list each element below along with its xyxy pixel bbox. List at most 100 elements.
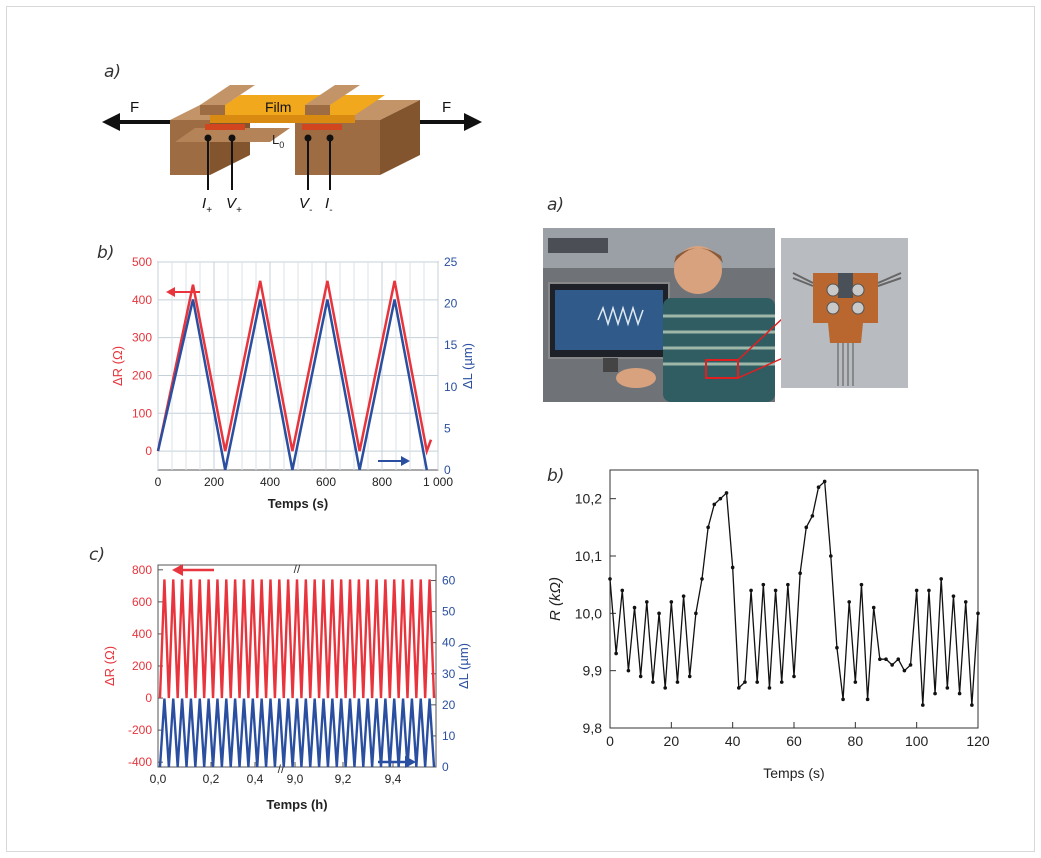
data-point: [651, 680, 655, 684]
x-tick-label: 0: [155, 475, 162, 489]
y-tick-label: 9,8: [583, 720, 603, 736]
data-point: [657, 611, 661, 616]
data-point: [908, 663, 913, 667]
data-point: [730, 565, 735, 570]
data-point: [951, 594, 956, 598]
data-point: [755, 680, 759, 684]
x-tick-label: 20: [664, 733, 680, 749]
data-point: [829, 554, 833, 558]
x-tick-label: 0: [606, 733, 614, 749]
y-right-tick-label: 10: [442, 729, 456, 743]
x-tick-label: 600: [316, 475, 336, 489]
y-left-tick-label: 400: [132, 627, 152, 641]
data-point: [681, 594, 686, 598]
force-arrow-left: [102, 113, 170, 131]
data-point: [914, 588, 919, 593]
data-point: [700, 577, 704, 581]
data-point: [816, 485, 821, 490]
probe-wires: [204, 134, 334, 190]
x-tick-label: 9,4: [385, 772, 402, 786]
x-tick-label: 0,0: [150, 772, 167, 786]
data-point: [638, 674, 643, 679]
y-left-tick-label: 200: [132, 368, 152, 382]
y-tick-label: 10,2: [575, 491, 602, 507]
data-point: [724, 491, 729, 495]
panel-label-right-b: b): [547, 466, 565, 486]
data-point: [865, 697, 870, 702]
y-right-tick-label: 20: [442, 698, 456, 712]
data-point: [847, 600, 851, 604]
series-resistance: [158, 579, 436, 699]
data-point: [835, 645, 839, 650]
data-point: [810, 514, 815, 518]
data-point: [859, 582, 864, 587]
data-point: [779, 680, 784, 684]
x-tick-label: 400: [260, 475, 280, 489]
x-tick-label: 60: [786, 733, 802, 749]
force-arrow-right: [420, 113, 482, 131]
data-point: [853, 680, 858, 684]
probe-label-v-plus: V+: [226, 195, 242, 216]
data-point: [626, 668, 631, 673]
data-point: [939, 577, 943, 581]
y-left-tick-label: -200: [128, 723, 152, 737]
probe-label-i-plus: I+: [202, 195, 212, 216]
person-shirt: [663, 298, 775, 402]
data-point: [921, 703, 925, 707]
x-tick-label: 80: [848, 733, 864, 749]
y-tick-label: 9,9: [583, 663, 603, 679]
y-right-tick-label: 0: [442, 760, 449, 774]
sensor-highlight: [705, 359, 739, 379]
y-left-tick-label: 500: [132, 255, 152, 269]
data-point: [896, 657, 901, 661]
x-tick-label: 120: [966, 733, 990, 749]
x-axis-label: Temps (h): [266, 797, 327, 812]
data-point: [841, 697, 845, 702]
data-point: [737, 686, 741, 690]
x-tick-label: 0,2: [203, 772, 220, 786]
x-axis-label: Temps (s): [763, 765, 824, 781]
axis-arrowhead-right: [401, 456, 410, 466]
data-point: [712, 502, 717, 507]
data-point: [970, 703, 974, 707]
y-right-tick-label: 20: [444, 297, 458, 311]
strain-setup-schematic: F F Film L0: [102, 85, 482, 216]
panel-label-left-c: c): [89, 545, 105, 565]
y-tick-label: 10,1: [575, 548, 602, 564]
y-right-tick-label: 60: [442, 574, 456, 588]
data-point: [675, 680, 680, 684]
y-right-axis-label: ΔL (µm): [460, 343, 475, 389]
panel-label-left-b: b): [97, 243, 115, 263]
series-displacement: [158, 698, 436, 768]
data-point: [884, 657, 888, 661]
data-point: [645, 600, 649, 604]
data-point: [945, 686, 950, 690]
data-point: [687, 674, 692, 679]
photo-setup: [543, 228, 908, 402]
axis-arrowhead-left: [172, 564, 183, 576]
axis-break-top: //: [294, 562, 301, 576]
data-point: [878, 657, 882, 661]
data-point: [927, 588, 931, 593]
y-tick-label: 10,0: [575, 605, 602, 621]
panel-label-right-a: a): [547, 195, 565, 215]
data-point: [608, 577, 612, 581]
data-point: [798, 571, 802, 575]
x-axis-label: Temps (s): [268, 496, 328, 511]
x-tick-label: 1 000: [423, 475, 453, 489]
data-point: [786, 582, 790, 587]
y-left-tick-label: -400: [128, 755, 152, 769]
y-left-tick-label: 300: [132, 331, 152, 345]
y-left-tick-label: 400: [132, 293, 152, 307]
film-strip: [210, 95, 385, 123]
series-resistance: [156, 280, 433, 456]
data-point: [902, 668, 907, 673]
data-point: [822, 479, 827, 484]
y-right-tick-label: 25: [444, 255, 458, 269]
y-right-tick-label: 40: [442, 636, 456, 650]
top-clamp-left: [200, 85, 255, 115]
data-point: [614, 651, 618, 656]
x-tick-label: 9,2: [335, 772, 352, 786]
data-point: [963, 600, 968, 604]
